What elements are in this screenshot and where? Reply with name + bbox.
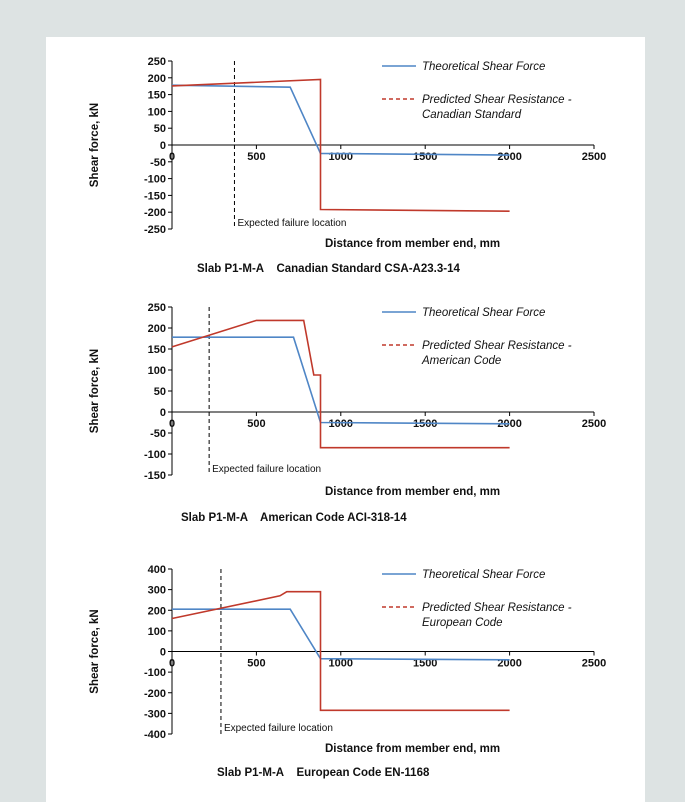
y-tick-label: -100 [144,174,166,186]
resistance-line [171,78,510,212]
x-tick-label: 2500 [582,151,606,163]
x-tick-label: 2000 [497,418,521,430]
x-tick-label: 500 [247,151,265,163]
x-tick-label: 500 [247,658,265,670]
x-tick-label: 1500 [413,658,437,670]
y-tick-label: 200 [148,323,166,335]
x-axis-label: Distance from member end, mm [325,486,500,498]
x-tick-label: 2500 [582,658,606,670]
chart-caption: Slab P1-M-A Canadian Standard CSA-A23.3-… [197,263,460,275]
y-tick-label: 250 [148,56,166,68]
y-axis-label: Shear force, kN [89,103,101,187]
legend-label-resistance-standard: Canadian Standard [422,109,522,121]
y-tick-label: -150 [144,470,166,482]
x-tick-label: 0 [169,418,175,430]
theoretical-shear-line [171,84,510,156]
y-tick-label: -50 [150,157,166,169]
x-tick-label: 1500 [413,151,437,163]
y-tick-label: -100 [144,449,166,461]
x-tick-label: 2500 [582,418,606,430]
y-axis-label: Shear force, kN [89,609,101,693]
x-tick-label: 0 [169,151,175,163]
resistance-line [171,590,510,712]
y-tick-label: -400 [144,729,166,741]
legend-label-resistance: Predicted Shear Resistance - [422,340,572,352]
x-tick-label: 1000 [329,658,353,670]
chart-caption: Slab P1-M-A European Code EN-1168 [217,767,430,779]
x-axis-label: Distance from member end, mm [325,238,500,250]
x-tick-label: 500 [247,418,265,430]
theoretical-shear-line [172,608,510,661]
y-tick-label: -100 [144,667,166,679]
y-tick-label: 0 [160,647,166,659]
y-tick-label: 0 [160,140,166,152]
y-tick-label: 100 [148,626,166,638]
y-tick-label: 400 [148,564,166,576]
legend-label-resistance-standard: American Code [421,355,501,367]
failure-location-label: Expected failure location [224,723,333,734]
y-tick-label: -250 [144,224,166,236]
x-tick-label: 0 [169,658,175,670]
resistance-line [171,319,510,449]
y-tick-label: 300 [148,585,166,597]
legend-label-theoretical: Theoretical Shear Force [422,61,545,73]
y-tick-label: 50 [154,386,166,398]
chart-caption: Slab P1-M-A American Code ACI-318-14 [181,512,407,524]
y-tick-label: 50 [154,123,166,135]
y-tick-label: 200 [148,605,166,617]
x-tick-label: 2000 [497,151,521,163]
legend-label-theoretical: Theoretical Shear Force [422,569,545,581]
y-tick-label: -200 [144,207,166,219]
theoretical-shear-line [172,336,510,425]
y-tick-label: 200 [148,73,166,85]
legend-label-resistance: Predicted Shear Resistance - [422,94,572,106]
legend-label-theoretical: Theoretical Shear Force [422,307,545,319]
y-tick-label: 100 [148,365,166,377]
y-tick-label: 0 [160,407,166,419]
figure-panel: 250 200 150 100 50 0 -50 -100 -150 -200 -250 0 500 10… [46,37,645,802]
y-tick-label: -300 [144,708,166,720]
y-tick-label: -200 [144,688,166,700]
failure-location-label: Expected failure location [237,218,346,229]
y-tick-label: 150 [148,90,166,102]
y-axis-label: Shear force, kN [89,349,101,433]
legend-label-resistance-standard: European Code [422,617,503,629]
y-tick-label: 100 [148,106,166,118]
legend-label-resistance: Predicted Shear Resistance - [422,602,572,614]
y-tick-label: 250 [148,302,166,314]
x-tick-label: 1000 [329,418,353,430]
y-tick-label: -150 [144,190,166,202]
y-tick-label: 150 [148,344,166,356]
failure-location-label: Expected failure location [212,464,321,475]
y-tick-label: -50 [150,428,166,440]
x-axis-label: Distance from member end, mm [325,743,500,755]
